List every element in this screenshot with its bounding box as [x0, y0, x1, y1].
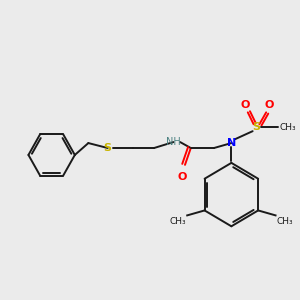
Text: S: S [253, 122, 260, 132]
Text: S: S [104, 143, 112, 153]
Text: CH₃: CH₃ [280, 123, 296, 132]
Text: CH₃: CH₃ [277, 218, 293, 226]
Text: N: N [227, 138, 236, 148]
Text: O: O [177, 172, 187, 182]
Text: CH₃: CH₃ [169, 218, 186, 226]
Text: O: O [240, 100, 250, 110]
Text: O: O [264, 100, 274, 110]
Text: NH: NH [166, 137, 181, 147]
